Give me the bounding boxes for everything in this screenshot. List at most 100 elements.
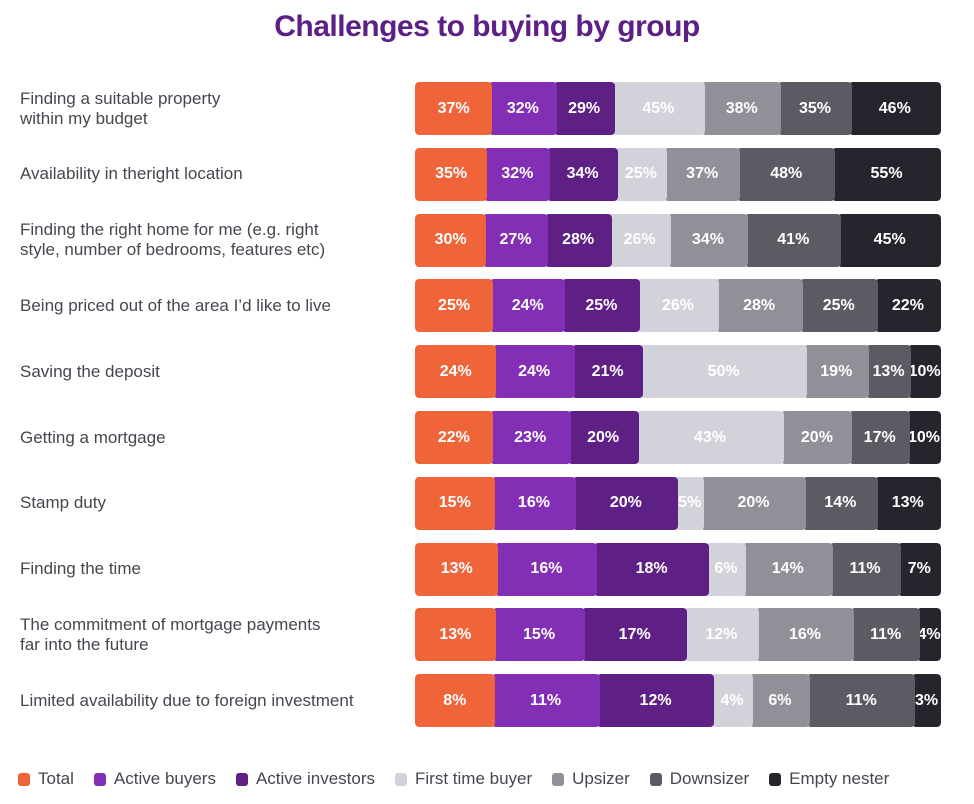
bar-row: Availability in theright location 35% 32% 3… <box>0 147 974 201</box>
bar-segment-empty-nester: 13% <box>874 476 941 530</box>
bar-segment-active-buyers: 23% <box>489 411 571 464</box>
bar-segment-active-investors: 18% <box>594 542 709 596</box>
bar-segment-total: 8% <box>415 674 495 728</box>
bar-segment-downsizer: 41% <box>745 213 842 267</box>
bar-segment-total: 37% <box>415 82 493 135</box>
legend-item: Active buyers <box>93 769 216 789</box>
bar-segment-active-buyers: 11% <box>491 674 600 728</box>
bar-segment-downsizer: 14% <box>803 476 878 530</box>
bar-segment-active-investors: 21% <box>571 345 644 399</box>
stacked-bar: 25% 24% 25% 26% 28% 25% 22% <box>415 279 941 333</box>
legend-item: Empty nester <box>769 769 889 789</box>
bar-segment-empty-nester: 45% <box>838 213 941 267</box>
bar-segment-active-buyers: 15% <box>492 608 586 662</box>
bar-row: Limited availability due to foreign inve… <box>0 674 974 728</box>
category-label: The commitment of mortgage payments far … <box>20 614 321 654</box>
bar-segment-active-investors: 29% <box>553 82 615 135</box>
bar-segment-upsizer: 19% <box>803 345 869 399</box>
bar-segment-total: 24% <box>415 345 497 399</box>
legend-swatch <box>395 772 408 786</box>
stacked-bar: 30% 27% 28% 26% 34% 41% 45% <box>415 213 941 267</box>
bar-segment-upsizer: 6% <box>749 674 811 728</box>
stacked-bar: 35% 32% 34% 25% 37% 48% 55% <box>415 147 941 201</box>
bar-segment-downsizer: 11% <box>851 608 921 662</box>
legend-item: Active investors <box>235 769 375 789</box>
bar-segment-upsizer: 14% <box>742 542 833 596</box>
bar-row: Finding the right home for me (e.g. righ… <box>0 213 974 267</box>
stacked-bar: 8% 11% 12% 4% 6% 11% 3% <box>415 674 941 728</box>
bar-segment-first-time-buyer: 45% <box>611 82 706 135</box>
bar-segment-active-buyers: 24% <box>493 345 575 399</box>
bar-segment-active-investors: 28% <box>544 213 612 267</box>
bar-segment-active-investors: 20% <box>567 411 639 464</box>
bar-segment-upsizer: 34% <box>667 213 749 267</box>
category-label: Stamp duty <box>20 493 106 513</box>
bar-segment-upsizer: 37% <box>664 147 741 201</box>
bar-segment-downsizer: 13% <box>865 345 912 399</box>
bar-segment-empty-nester: 55% <box>832 147 941 201</box>
bar-segment-active-investors: 25% <box>562 279 641 333</box>
legend-item: Downsizer <box>649 769 750 789</box>
chart-legend: Total Active buyers Active investors First … <box>18 769 909 789</box>
category-label: Finding the time <box>20 559 141 579</box>
legend-label: Downsizer <box>669 769 750 788</box>
legend-swatch <box>552 772 565 786</box>
bar-row: Finding a suitable property within my bu… <box>0 82 974 135</box>
bar-segment-upsizer: 38% <box>702 82 782 135</box>
bar-segment-empty-nester: 4% <box>917 608 941 662</box>
bar-segment-active-investors: 12% <box>596 674 715 728</box>
bar-segment-first-time-buyer: 43% <box>635 411 785 464</box>
bar-row: Finding the time 13% 16% 18% 6% 14% 11% 7% <box>0 542 974 596</box>
bar-segment-first-time-buyer: 25% <box>614 147 668 201</box>
category-label: Finding a suitable property within my bu… <box>20 88 221 128</box>
category-label: Finding the right home for me (e.g. righ… <box>20 220 326 260</box>
bar-segment-active-buyers: 32% <box>489 82 557 135</box>
bar-segment-empty-nester: 10% <box>908 345 941 399</box>
stacked-bar: 24% 24% 21% 50% 19% 13% 10% <box>415 345 941 399</box>
stacked-bar: 15% 16% 20% 5% 20% 14% 13% <box>415 476 941 530</box>
bar-segment-downsizer: 25% <box>799 279 878 333</box>
bar-row: Stamp duty 15% 16% 20% 5% 20% 14% 13% <box>0 476 974 530</box>
legend-swatch <box>93 772 106 786</box>
bar-segment-downsizer: 17% <box>849 411 911 464</box>
bar-segment-active-buyers: 16% <box>491 476 577 530</box>
stacked-bar: 13% 15% 17% 12% 16% 11% 4% <box>415 608 941 662</box>
bar-segment-upsizer: 28% <box>715 279 803 333</box>
category-label: Availability in theright location <box>20 164 243 184</box>
bar-segment-empty-nester: 10% <box>907 411 941 464</box>
bar-segment-upsizer: 16% <box>755 608 855 662</box>
bar-segment-total: 22% <box>415 411 493 464</box>
bar-segment-downsizer: 35% <box>778 82 852 135</box>
legend-label: First time buyer <box>415 769 533 788</box>
legend-item: Upsizer <box>552 769 630 789</box>
bar-segment-total: 13% <box>415 542 499 596</box>
legend-label: Active buyers <box>113 769 216 788</box>
category-label: Limited availability due to foreign inve… <box>20 690 354 710</box>
bar-segment-total: 13% <box>415 608 496 662</box>
legend-label: Total <box>38 769 74 788</box>
category-label: Being priced out of the area I’d like to… <box>20 295 331 315</box>
bar-row: The commitment of mortgage payments far … <box>0 608 974 662</box>
bar-segment-downsizer: 48% <box>737 147 836 201</box>
bar-row: Being priced out of the area I’d like to… <box>0 279 974 333</box>
legend-label: Upsizer <box>572 769 630 788</box>
bar-segment-first-time-buyer: 50% <box>640 345 807 399</box>
bar-segment-total: 25% <box>415 279 494 333</box>
bar-segment-downsizer: 11% <box>829 542 901 596</box>
stacked-bar: 37% 32% 29% 45% 38% 35% 46% <box>415 82 941 135</box>
bar-segment-empty-nester: 3% <box>912 674 941 728</box>
bar-segment-total: 35% <box>415 147 488 201</box>
bar-segment-active-buyers: 24% <box>490 279 566 333</box>
legend-item: First time buyer <box>395 769 532 789</box>
bar-segment-total: 30% <box>415 213 487 267</box>
bar-segment-total: 15% <box>415 476 495 530</box>
category-label: Saving the deposit <box>20 361 160 381</box>
bar-segment-first-time-buyer: 4% <box>711 674 753 728</box>
bar-segment-first-time-buyer: 26% <box>637 279 719 333</box>
stacked-bar: 13% 16% 18% 6% 14% 11% 7% <box>415 542 941 596</box>
legend-swatch <box>769 772 782 786</box>
bar-segment-active-investors: 34% <box>547 147 618 201</box>
bar-row: Saving the deposit 24% 24% 21% 50% 19% 13% 10% <box>0 345 974 399</box>
legend-swatch <box>18 772 30 786</box>
category-label: Getting a mortgage <box>20 427 166 447</box>
